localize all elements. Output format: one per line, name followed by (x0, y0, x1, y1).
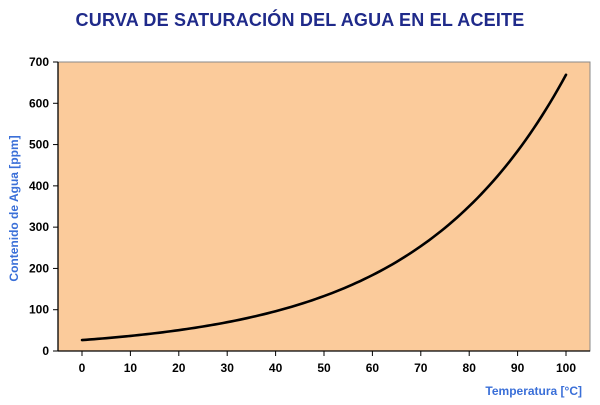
chart-title: CURVA DE SATURACIÓN DEL AGUA EN EL ACEIT… (75, 10, 525, 30)
x-tick-label: 90 (511, 361, 525, 375)
x-axis-title: Temperatura [°C] (485, 384, 582, 398)
y-tick-label: 600 (29, 96, 49, 110)
y-tick-label: 500 (29, 138, 49, 152)
y-tick-label: 400 (29, 179, 49, 193)
y-axis-ticks: 0 100 200 300 400 500 600 700 (29, 55, 58, 358)
y-tick-label: 100 (29, 303, 49, 317)
x-tick-label: 20 (172, 361, 186, 375)
x-tick-label: 10 (124, 361, 138, 375)
x-tick-label: 40 (269, 361, 283, 375)
x-tick-label: 0 (79, 361, 86, 375)
x-tick-label: 80 (463, 361, 477, 375)
x-tick-label: 50 (317, 361, 331, 375)
y-tick-label: 0 (42, 344, 49, 358)
y-tick-label: 200 (29, 261, 49, 275)
x-tick-label: 30 (221, 361, 235, 375)
plot-area (57, 61, 591, 352)
y-axis-title: Contenido de Agua [ppm] (7, 135, 21, 281)
series-layer (80, 73, 568, 342)
series-line-0 (80, 73, 568, 342)
x-tick-label: 60 (366, 361, 380, 375)
x-tick-label: 100 (556, 361, 576, 375)
y-tick-label: 300 (29, 220, 49, 234)
x-axis-ticks: 0 10 20 30 40 50 60 70 80 90 100 (79, 351, 576, 375)
x-tick-label: 70 (414, 361, 428, 375)
y-tick-label: 700 (29, 55, 49, 69)
